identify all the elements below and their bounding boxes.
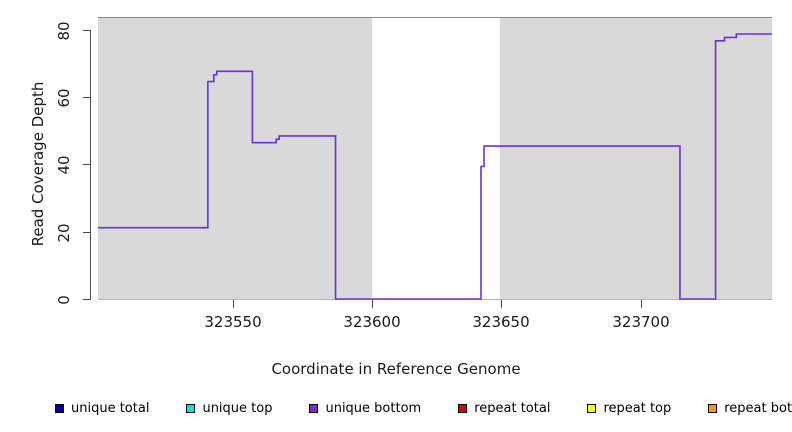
legend-item-repeat-bottom[interactable]: repeat bottom	[708, 401, 792, 416]
x-tick-323550	[233, 300, 234, 308]
legend-item-repeat-top[interactable]: repeat top	[587, 401, 671, 416]
legend-item-unique-top[interactable]: unique top	[186, 401, 272, 416]
y-tick-20	[83, 232, 91, 233]
legend-swatch-unique-top	[186, 403, 196, 413]
legend-item-repeat-total[interactable]: repeat total	[458, 401, 550, 416]
chart-legend: unique total unique top unique bottom re…	[0, 396, 792, 420]
x-tick-label-323600: 323600	[343, 313, 401, 331]
x-tick-323700	[641, 300, 642, 308]
x-tick-label-323550: 323550	[204, 313, 262, 331]
legend-item-unique-bottom[interactable]: unique bottom	[309, 401, 421, 416]
legend-label-repeat-bottom: repeat bottom	[724, 400, 792, 416]
y-tick-40	[83, 164, 91, 165]
legend-swatch-repeat-top	[587, 403, 597, 413]
y-tick-0	[83, 299, 91, 300]
legend-label-unique-top: unique top	[202, 400, 273, 416]
legend-swatch-unique-total	[55, 403, 64, 413]
x-axis-title: Coordinate in Reference Genome	[271, 360, 521, 378]
panel-background-left	[98, 17, 372, 300]
y-tick-80	[83, 30, 91, 31]
series-unique-bottom	[98, 33, 772, 300]
panel-background-right	[500, 17, 772, 300]
y-tick-60	[83, 97, 91, 98]
legend-label-repeat-total: repeat total	[474, 400, 551, 416]
legend-label-unique-total: unique total	[71, 400, 150, 416]
x-tick-label-323650: 323650	[472, 313, 530, 331]
plot-area: 80 60 40 20 0 Read Coverage Depth 323550…	[29, 17, 772, 378]
series-layer	[98, 33, 772, 300]
x-tick-323650	[501, 300, 502, 308]
x-tick-label-323700: 323700	[612, 313, 670, 331]
legend-item-unique-total[interactable]: unique total	[55, 401, 149, 416]
legend-swatch-repeat-bottom	[708, 403, 718, 413]
legend-label-unique-bottom: unique bottom	[325, 400, 422, 416]
x-tick-323600	[372, 300, 373, 308]
legend-swatch-repeat-total	[458, 403, 468, 413]
legend-label-repeat-top: repeat top	[603, 400, 672, 416]
y-axis-line	[90, 30, 91, 300]
legend-swatch-unique-bottom	[309, 403, 319, 413]
panel-top-rule	[372, 17, 500, 18]
